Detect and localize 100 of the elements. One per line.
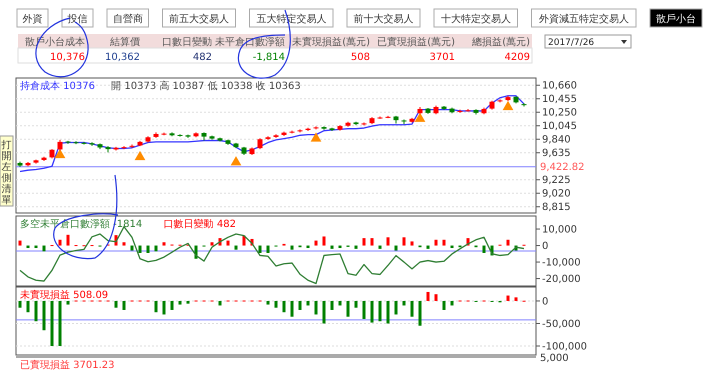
bar bbox=[42, 246, 46, 252]
bar bbox=[370, 238, 374, 246]
bar bbox=[394, 246, 398, 251]
bar bbox=[154, 246, 158, 252]
bar bbox=[178, 300, 182, 305]
chart-subtitle: 開 10373 高 10387 低 10338 收 10363 bbox=[111, 80, 301, 92]
point bbox=[230, 156, 242, 166]
bar bbox=[122, 242, 126, 246]
y-tick-label: 10,660 bbox=[542, 80, 577, 92]
text: 前五大交易人 bbox=[169, 13, 229, 25]
y-tick-label: 10,045 bbox=[542, 121, 577, 132]
bar bbox=[18, 240, 22, 246]
text: 結算價 bbox=[109, 36, 140, 48]
bar bbox=[482, 246, 486, 253]
bar bbox=[162, 300, 166, 314]
y-tick-label: 9,020 bbox=[542, 188, 571, 200]
bar bbox=[58, 300, 62, 346]
bar bbox=[330, 246, 334, 249]
bar bbox=[66, 234, 70, 246]
bar bbox=[306, 246, 310, 248]
bar bbox=[290, 300, 294, 317]
bar bbox=[418, 300, 422, 326]
bar bbox=[402, 300, 406, 306]
bar bbox=[338, 300, 342, 306]
y-tick-label: 10,455 bbox=[542, 94, 577, 106]
text: 5,000 bbox=[540, 353, 569, 364]
bar bbox=[138, 246, 142, 253]
series-label: 口數日變動 482 bbox=[164, 218, 236, 230]
bar bbox=[402, 237, 406, 246]
bar bbox=[18, 300, 22, 308]
point bbox=[310, 132, 322, 142]
text: 前十大交易人 bbox=[354, 13, 414, 25]
bar bbox=[210, 242, 214, 246]
bar bbox=[370, 300, 374, 323]
text: 十大特定交易人 bbox=[440, 13, 511, 25]
y-tick-label: -20,000 bbox=[542, 274, 581, 286]
bar bbox=[354, 246, 358, 249]
bar bbox=[354, 300, 358, 308]
text: 10,362 bbox=[105, 52, 140, 63]
bar bbox=[514, 297, 518, 301]
bar bbox=[410, 241, 414, 246]
bar bbox=[34, 246, 38, 248]
bar bbox=[442, 300, 446, 310]
text: 未實現損益(萬元) bbox=[292, 36, 370, 48]
text: 外資 bbox=[22, 13, 42, 25]
bar bbox=[266, 246, 270, 253]
series-label: 未實現損益 508.09 bbox=[20, 289, 108, 301]
y-tick-label: 9,635 bbox=[542, 148, 571, 160]
text: 口數日變動 bbox=[162, 36, 212, 48]
bar bbox=[506, 240, 510, 246]
bar bbox=[162, 242, 166, 246]
bar bbox=[426, 292, 430, 301]
bar bbox=[170, 300, 174, 310]
bar bbox=[66, 300, 70, 305]
bar bbox=[50, 300, 54, 346]
y-tick-label: 0 bbox=[542, 296, 548, 308]
text: 2017/7/26 bbox=[548, 38, 594, 48]
bar bbox=[394, 300, 398, 314]
bar bbox=[34, 300, 38, 322]
y-tick-label: 10,000 bbox=[542, 224, 577, 236]
text: 打開左側清單 bbox=[0, 139, 12, 206]
bar bbox=[442, 240, 446, 246]
point bbox=[502, 100, 514, 110]
y-tick-label: 10,250 bbox=[542, 108, 577, 119]
bar bbox=[450, 300, 454, 306]
line-series bbox=[19, 95, 525, 172]
bar bbox=[26, 300, 30, 312]
bar bbox=[114, 300, 118, 308]
bar bbox=[26, 246, 30, 248]
text: 散戶小台 bbox=[656, 13, 696, 25]
bar bbox=[314, 300, 318, 314]
y-tick-label: -100,000 bbox=[542, 341, 587, 352]
ref-line-label: 9,422.82 bbox=[540, 162, 585, 174]
point bbox=[134, 150, 146, 160]
bar bbox=[346, 300, 350, 317]
bar bbox=[410, 300, 414, 317]
bar bbox=[434, 294, 438, 301]
bar bbox=[122, 300, 126, 310]
y-tick-label: 9,840 bbox=[542, 134, 571, 146]
text: 已實現損益 3701.23 bbox=[20, 359, 115, 371]
bar bbox=[234, 246, 238, 250]
bar bbox=[298, 300, 302, 310]
y-tick-label: 9,225 bbox=[542, 175, 571, 186]
bar bbox=[306, 300, 310, 306]
candlestick bbox=[58, 139, 62, 151]
text: 4209 bbox=[504, 52, 530, 63]
bar bbox=[146, 246, 150, 253]
y-tick-label: 0 bbox=[542, 241, 548, 252]
bar bbox=[58, 240, 62, 246]
bar bbox=[130, 246, 134, 251]
bar bbox=[506, 296, 510, 301]
bar bbox=[330, 300, 334, 310]
bar bbox=[290, 246, 294, 250]
bar bbox=[42, 300, 46, 330]
text: 已實現損益(萬元) bbox=[377, 36, 456, 48]
text: 10,376 bbox=[50, 52, 85, 63]
bar bbox=[362, 238, 366, 246]
bar bbox=[434, 240, 438, 246]
text: 持倉成本 10376 bbox=[20, 80, 95, 92]
bar bbox=[258, 246, 262, 253]
